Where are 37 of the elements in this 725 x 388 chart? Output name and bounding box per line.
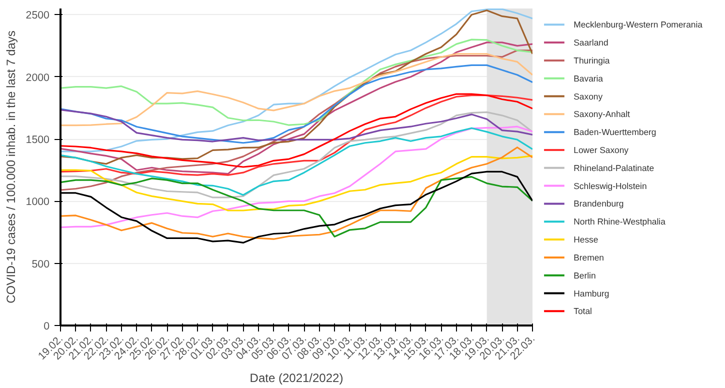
y-tick-label: 0 xyxy=(44,320,50,332)
y-axis-title: COVID-19 cases / 100.000 inhab. in the last 7 days xyxy=(4,30,18,304)
line-series xyxy=(60,64,532,144)
legend-label: Bremen xyxy=(574,252,604,262)
y-tick-label: 1500 xyxy=(26,134,50,146)
legend-label: Hesse xyxy=(574,234,598,245)
y-tick-label: 500 xyxy=(32,258,50,270)
line-series xyxy=(60,126,532,228)
legend-label: Brandenburg xyxy=(574,198,624,209)
legend-label: Thuringia xyxy=(574,55,610,66)
legend-label: Saarland xyxy=(574,38,608,48)
legend-label: Baden-Wuerttemberg xyxy=(574,127,656,138)
legend-label: Bavaria xyxy=(574,73,604,84)
legend-label: Schleswig-Holstein xyxy=(574,180,647,191)
line-series xyxy=(60,111,532,198)
legend-label: Saxony xyxy=(574,91,604,102)
line-series xyxy=(60,42,532,175)
line-series xyxy=(60,38,532,126)
y-tick-label: 2000 xyxy=(26,72,50,84)
line-series xyxy=(60,146,532,240)
legend-label: Rhineland-Palatinate xyxy=(574,162,654,173)
x-axis-title: Date (2021/2022) xyxy=(250,371,344,386)
line-series xyxy=(60,109,532,142)
legend-label: North Rhine-Westphalia xyxy=(574,216,666,227)
line-series xyxy=(60,176,532,238)
line-series xyxy=(60,53,532,126)
legend-label: Total xyxy=(574,306,592,316)
legend-label: Berlin xyxy=(574,270,596,280)
legend-label: Lower Saxony xyxy=(574,144,630,155)
y-tick-label: 2500 xyxy=(26,10,50,22)
line-series xyxy=(60,127,532,196)
legend-label: Mecklenburg-Western Pomerania xyxy=(574,20,703,30)
line-series xyxy=(60,50,532,191)
legend-label: Hamburg xyxy=(574,288,610,298)
y-tick-label: 1000 xyxy=(26,196,50,208)
line-series xyxy=(60,155,532,212)
legend-label: Saxony-Anhalt xyxy=(574,109,631,120)
